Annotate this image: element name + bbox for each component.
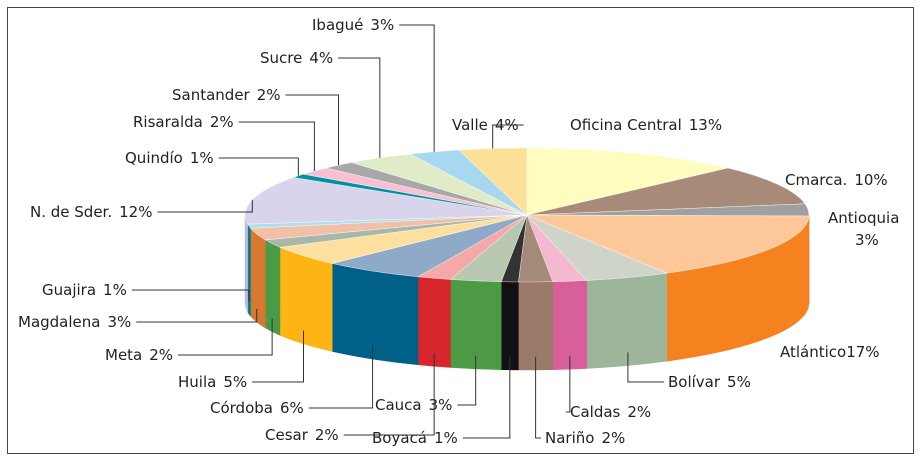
data-label: Cauca 3%: [375, 396, 452, 414]
category-label: Guajira: [42, 281, 96, 299]
category-label: Risaralda: [133, 113, 203, 131]
leader-line: [131, 289, 250, 301]
category-label: Antioquia: [828, 209, 899, 227]
value-label: 2%: [601, 429, 625, 447]
category-label: Sucre: [260, 49, 302, 67]
category-label: Cauca: [375, 396, 422, 414]
value-label: 1%: [434, 429, 458, 447]
category-label: Nariño: [545, 429, 594, 447]
category-label: Cesar: [265, 426, 309, 444]
leader-line: [136, 308, 258, 323]
leader-line: [535, 356, 541, 439]
value-label: 13%: [689, 116, 722, 134]
leader-line: [218, 157, 299, 176]
leader-line: [338, 57, 381, 158]
value-label: 2%: [210, 113, 234, 131]
data-label: Huila 5%: [178, 373, 247, 391]
pie-side: [331, 263, 419, 366]
leader-line: [343, 353, 435, 436]
value-label: 2%: [149, 346, 173, 364]
value-label: 10%: [854, 171, 887, 189]
value-label: 12%: [119, 203, 152, 221]
data-label: Boyacá 1%: [372, 429, 458, 447]
data-label: Nariño 2%: [545, 429, 625, 447]
pie-slice: [526, 167, 806, 216]
value-label: 1%: [190, 149, 214, 167]
pie-side: [518, 281, 554, 371]
value-label: 17%: [846, 343, 879, 361]
leader-line: [238, 121, 315, 171]
category-label: Caldas: [570, 403, 621, 421]
leader-line: [252, 330, 304, 383]
value-label: 6%: [280, 399, 304, 417]
data-label: Antioquia 3%: [828, 209, 899, 249]
value-label: 2%: [627, 403, 651, 421]
data-label: Guajira 1%: [42, 281, 127, 299]
category-label: Ibagué: [312, 16, 363, 34]
category-label: Huila: [178, 373, 216, 391]
data-label: Quindío 1%: [125, 149, 214, 167]
value-label: 3%: [107, 313, 131, 331]
pie-side: [244, 214, 248, 314]
category-label: Magdalena: [18, 313, 100, 331]
category-label: Quindío: [125, 149, 183, 167]
pie-slice: [526, 214, 810, 274]
leader-line: [285, 94, 340, 166]
pie-slice: [458, 147, 528, 216]
data-label: Magdalena 3%: [18, 313, 131, 331]
pie-side: [279, 246, 333, 352]
value-label: 5%: [727, 373, 751, 391]
data-label: Ibagué 3%: [312, 16, 394, 34]
data-label: Cesar 2%: [265, 426, 339, 444]
category-label: Meta: [105, 346, 142, 364]
value-label: 2%: [257, 86, 281, 104]
pie-side: [250, 227, 266, 329]
leader-line: [157, 199, 253, 213]
value-label: 1%: [103, 281, 127, 299]
category-label: Córdoba: [210, 399, 273, 417]
data-label: Córdoba 6%: [210, 399, 304, 417]
data-label: Sucre 4%: [260, 49, 333, 67]
leader-line: [627, 352, 664, 383]
data-label: Oficina Central 13%: [570, 116, 722, 134]
value-label: 3%: [429, 396, 453, 414]
category-label: Oficina Central: [570, 116, 682, 134]
value-label: 3%: [370, 16, 394, 34]
leader-line: [462, 356, 511, 439]
leader-line: [178, 318, 273, 356]
category-label: Bolívar: [668, 373, 721, 391]
leader-line: [399, 24, 435, 152]
value-label: 4%: [309, 49, 333, 67]
data-label: Caldas 2%: [570, 403, 651, 421]
data-label: Bolívar 5%: [668, 373, 751, 391]
data-label: N. de Sder. 12%: [30, 203, 152, 221]
value-label: 3%: [855, 231, 879, 249]
pie-side: [586, 272, 668, 369]
category-label: Atlántico: [780, 343, 846, 361]
category-label: N. de Sder.: [30, 203, 112, 221]
data-label: Risaralda 2%: [133, 113, 234, 131]
data-label: Meta 2%: [105, 346, 173, 364]
value-label: 5%: [223, 373, 247, 391]
leader-line: [308, 345, 374, 409]
leader-line: [457, 355, 477, 406]
value-label: 2%: [315, 426, 339, 444]
category-label: Valle: [452, 116, 488, 134]
leader-line: [566, 356, 571, 413]
data-label: Atlántico17%: [780, 343, 880, 361]
category-label: Santander: [172, 86, 251, 104]
leader-line: [492, 124, 524, 149]
data-label: Santander 2%: [172, 86, 281, 104]
category-label: Boyacá: [372, 429, 427, 447]
pie-side: [247, 223, 251, 317]
data-label: Cmarca. 10%: [785, 171, 888, 189]
category-label: Cmarca.: [785, 171, 847, 189]
